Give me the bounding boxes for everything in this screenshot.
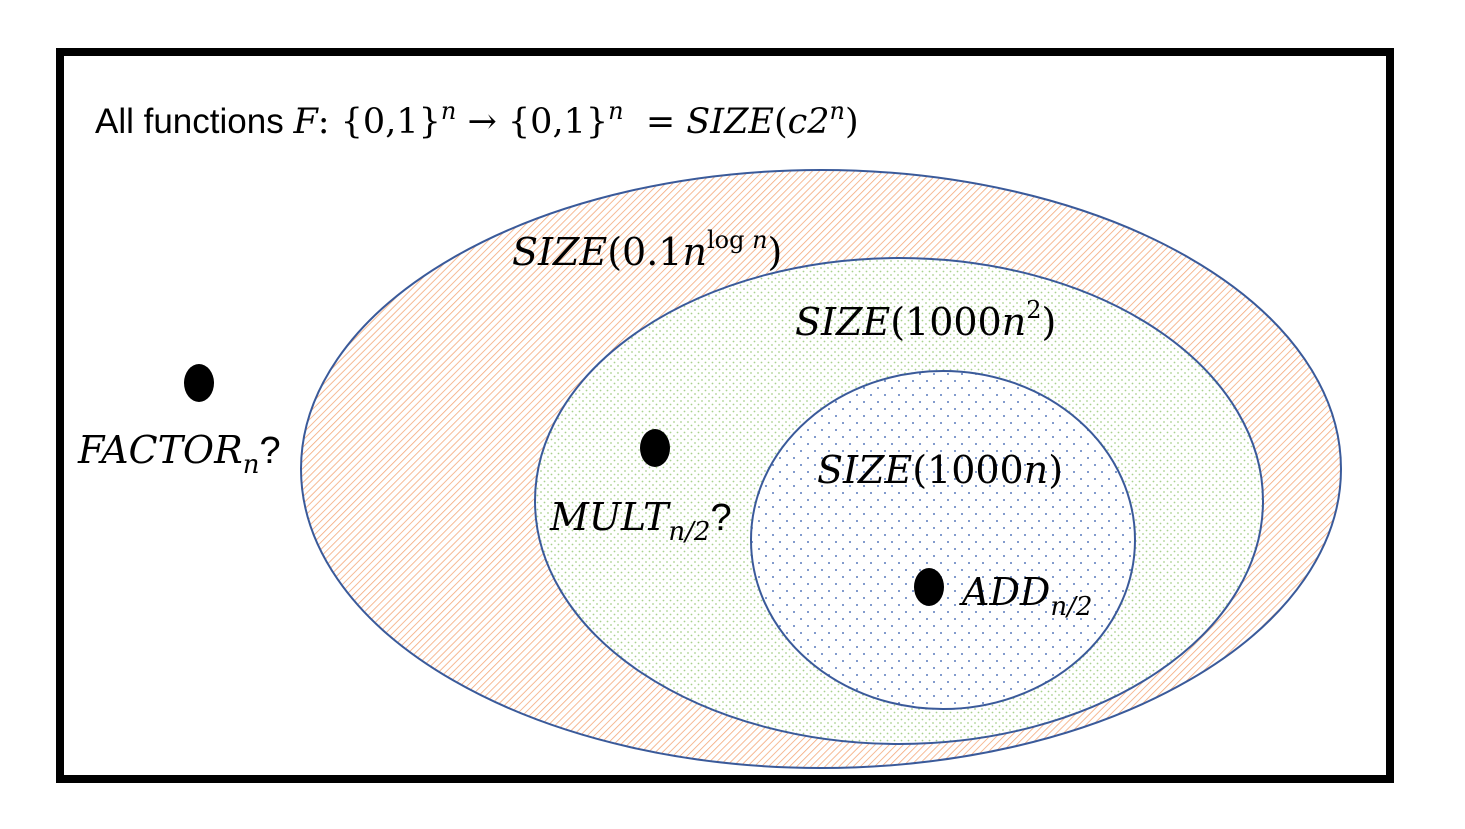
set-inner-close: ) (1048, 448, 1063, 492)
set-middle-exponent: 2 (1026, 296, 1041, 324)
header-var-f: F (292, 102, 319, 142)
header-formula: All functions F: {0,1}n → {0,1}n = SIZE(… (95, 97, 859, 142)
set-outer-arg: (0.1 (607, 230, 682, 274)
add-name: ADD (959, 570, 1050, 614)
factor-point (184, 364, 214, 402)
set-inner-label: SIZE(1000n) (817, 448, 1063, 492)
set-outer-exponent-var: n (752, 226, 767, 254)
set-middle-label: SIZE(1000n2) (795, 296, 1056, 344)
mult-label: MULTn/2? (549, 495, 732, 547)
set-outer-close: ) (768, 230, 783, 274)
header-prefix: All functions (95, 102, 293, 141)
header-open: ( (774, 102, 788, 142)
set-outer-var: n (682, 230, 706, 274)
set-outer-size: SIZE (512, 230, 607, 274)
factor-label: FACTORn? (77, 428, 281, 480)
set-middle-arg: (1000 (890, 300, 1002, 344)
header-equals: = (624, 102, 687, 142)
mult-point (640, 429, 670, 467)
add-subscript: n/2 (1050, 592, 1092, 622)
header-exp-2: n (608, 97, 623, 125)
header-size: SIZE (686, 102, 774, 142)
header-exp-3: n (829, 97, 844, 125)
set-inner-var: n (1024, 448, 1048, 492)
set-middle-size: SIZE (795, 300, 890, 344)
mult-name: MULT (549, 495, 671, 539)
mult-question: ? (710, 497, 731, 539)
add-point (914, 568, 944, 606)
set-inner-arg: (1000 (912, 448, 1024, 492)
set-inner-ellipse (750, 370, 1136, 710)
header-codomain: → {0,1} (456, 102, 608, 142)
factor-question: ? (259, 430, 280, 472)
set-inner-size: SIZE (817, 448, 912, 492)
set-outer-exponent: log (707, 226, 752, 254)
header-c2: c2 (788, 102, 830, 142)
header-close: ) (845, 102, 859, 142)
factor-subscript: n (243, 450, 260, 480)
add-label: ADDn/2 (959, 570, 1092, 622)
factor-name: FACTOR (77, 428, 243, 472)
header-exp-1: n (441, 97, 456, 125)
header-domain: : {0,1} (318, 102, 441, 142)
set-middle-var: n (1002, 300, 1026, 344)
set-outer-label: SIZE(0.1nlog n) (512, 226, 782, 274)
set-middle-close: ) (1042, 300, 1057, 344)
mult-subscript: n/2 (668, 517, 710, 547)
